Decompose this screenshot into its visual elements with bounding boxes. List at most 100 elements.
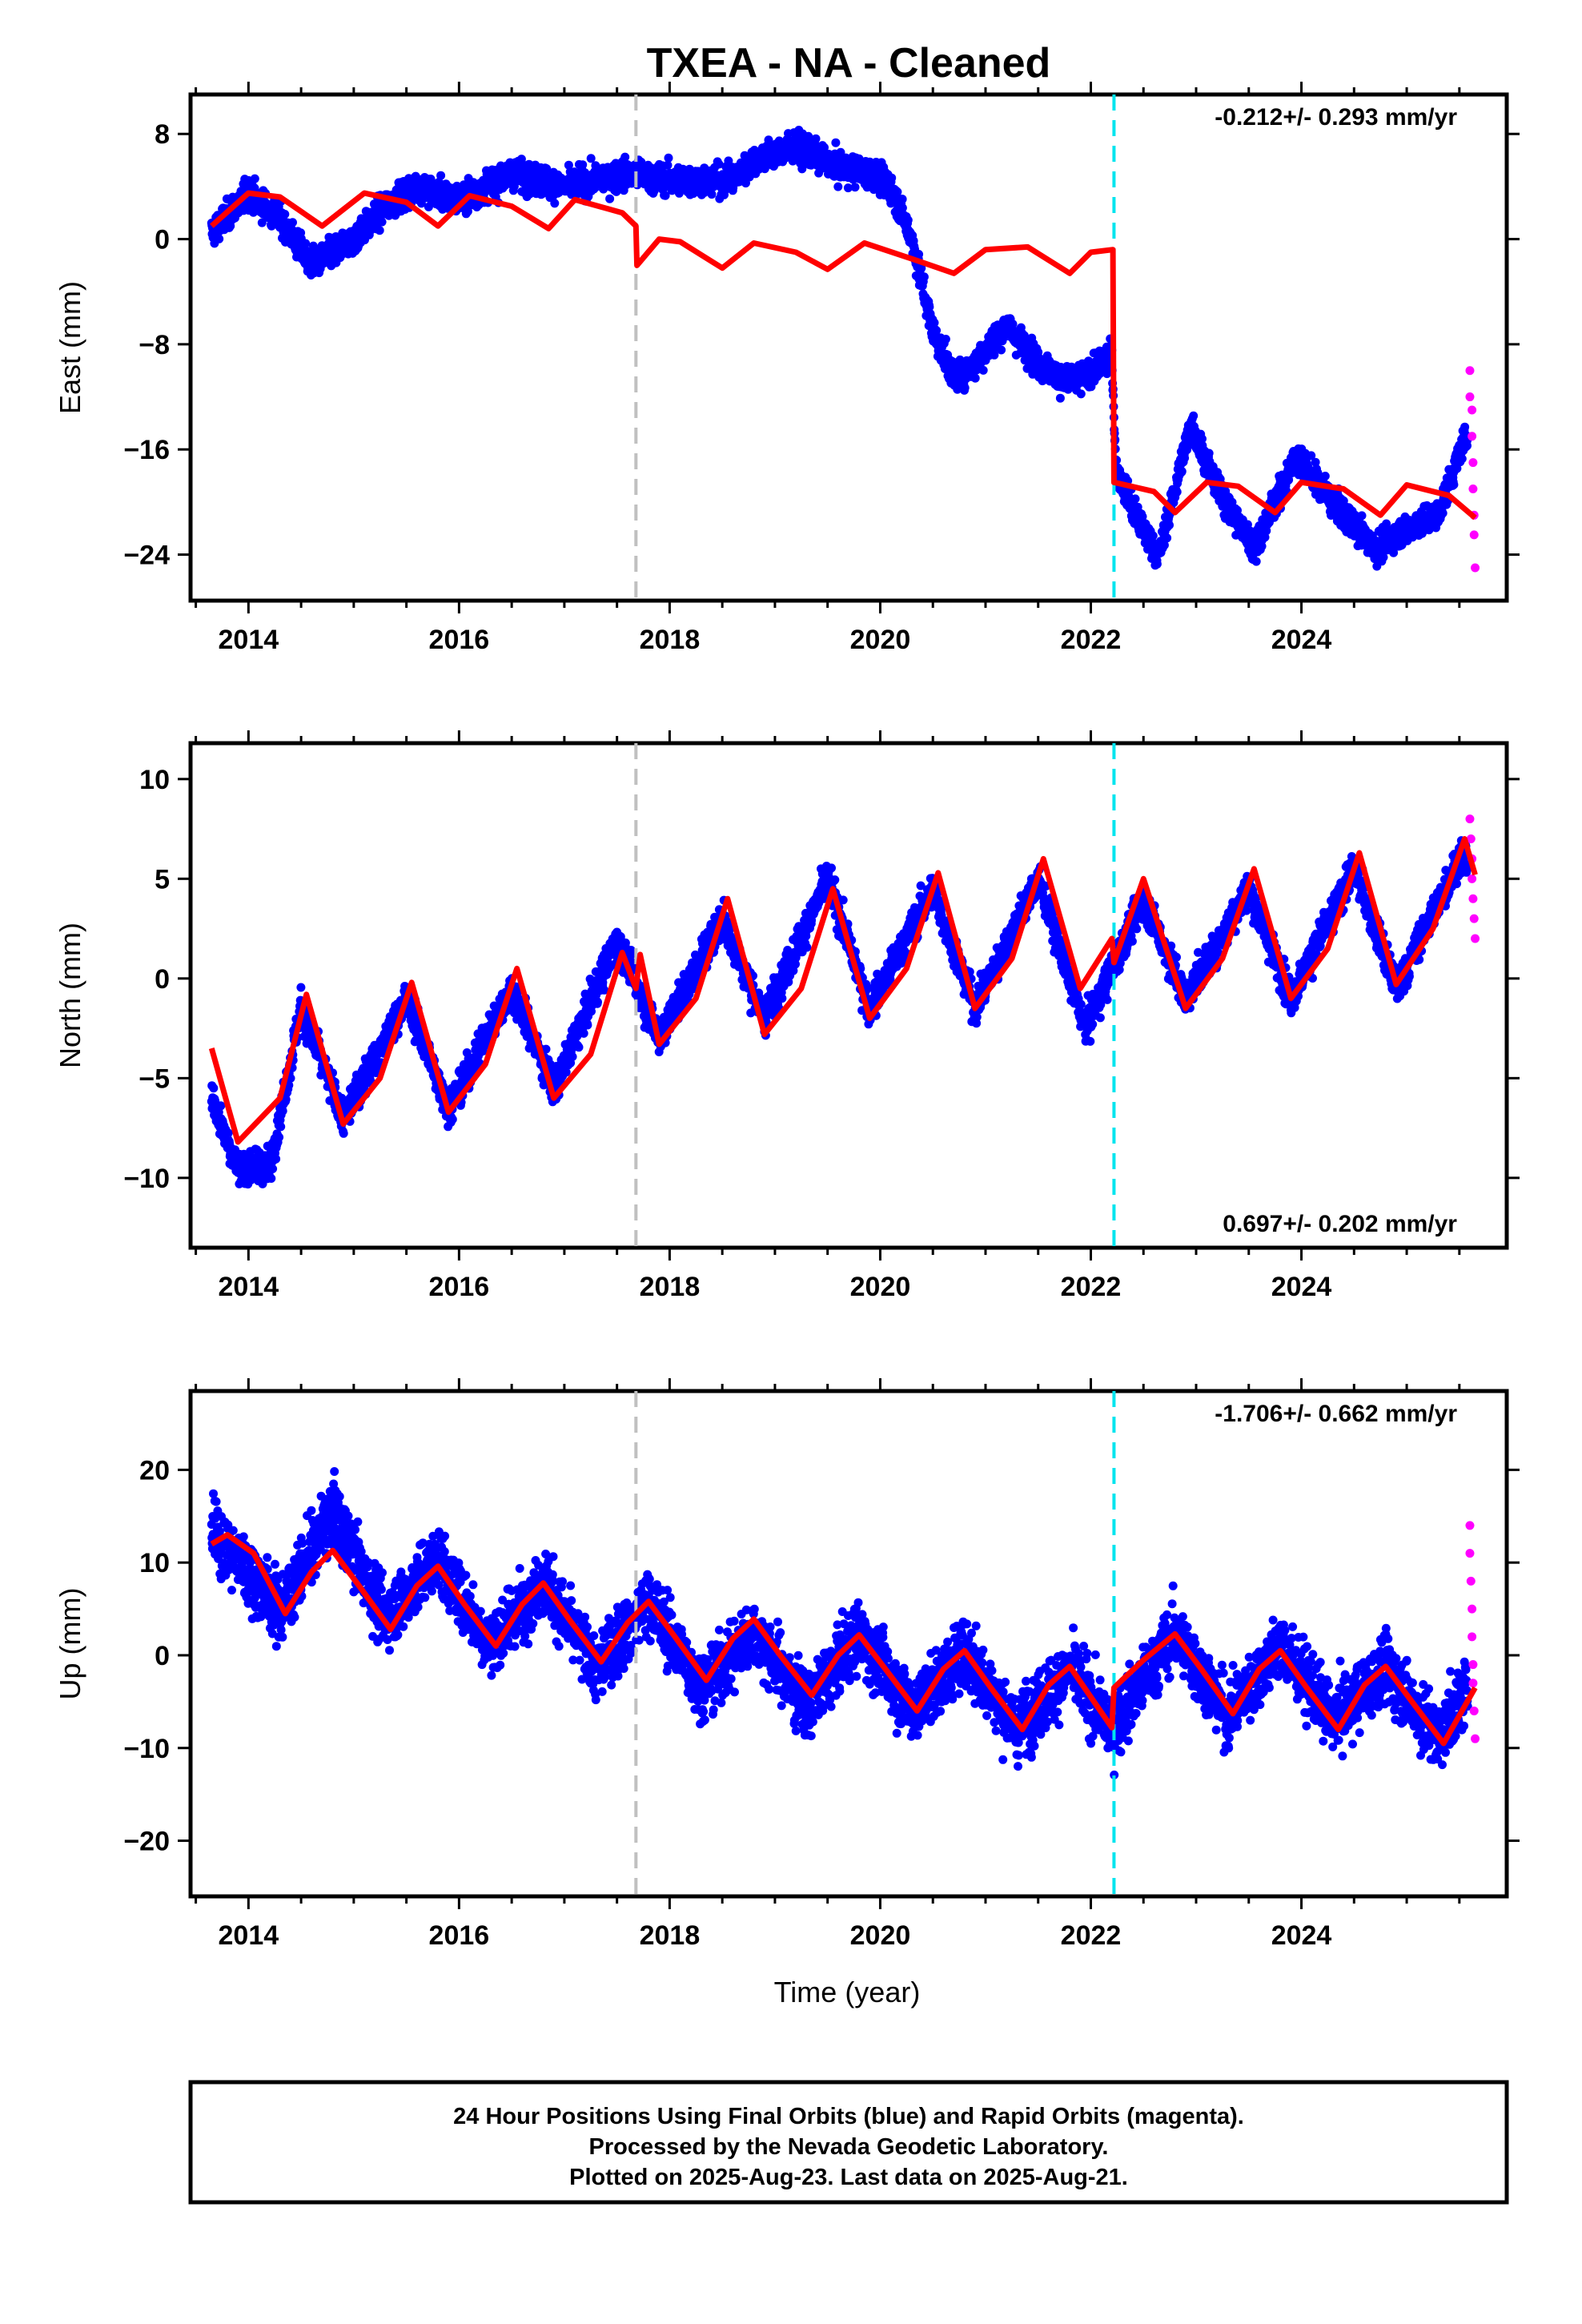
plot-frame bbox=[188, 741, 1509, 1250]
final-orbit-point bbox=[209, 1084, 219, 1093]
rapid-orbit-points bbox=[1465, 366, 1480, 573]
final-orbit-point bbox=[250, 174, 259, 183]
final-orbit-point bbox=[831, 138, 841, 147]
final-orbit-point bbox=[500, 181, 510, 190]
x-tick-label: 2022 bbox=[1061, 1272, 1122, 1302]
final-orbit-point bbox=[1162, 533, 1172, 543]
final-orbit-point bbox=[1449, 480, 1459, 489]
final-orbit-point bbox=[970, 373, 980, 383]
final-orbit-point bbox=[296, 983, 306, 992]
final-orbit-point bbox=[605, 194, 615, 203]
final-orbit-point bbox=[223, 1128, 233, 1138]
final-orbit-point bbox=[586, 154, 596, 163]
final-orbit-point bbox=[925, 302, 934, 312]
final-orbit-point bbox=[276, 1122, 286, 1132]
final-orbit-point bbox=[1130, 494, 1140, 504]
rapid-orbit-point bbox=[1468, 484, 1478, 493]
final-orbit-point bbox=[377, 217, 387, 227]
x-tick-label: 2018 bbox=[640, 1272, 701, 1302]
figure-title: TXEA - NA - Cleaned bbox=[647, 40, 1051, 86]
final-orbit-point bbox=[836, 147, 845, 157]
y-tick-label: 0 bbox=[155, 225, 170, 255]
final-orbit-point bbox=[919, 272, 929, 282]
final-orbit-point bbox=[564, 160, 573, 170]
y-tick-label: −16 bbox=[123, 435, 170, 465]
final-orbit-point bbox=[917, 263, 926, 273]
final-orbit-point bbox=[268, 1164, 278, 1173]
final-orbit-point bbox=[1177, 467, 1186, 476]
final-orbit-point bbox=[820, 143, 829, 152]
x-tick-label: 2016 bbox=[429, 1272, 490, 1302]
final-orbit-point bbox=[463, 207, 472, 216]
y-tick-label: 8 bbox=[155, 119, 170, 150]
x-tick-label: 2016 bbox=[429, 625, 490, 655]
final-orbit-point bbox=[663, 160, 673, 170]
final-orbit-point bbox=[932, 326, 942, 336]
x-tick-label: 2022 bbox=[1061, 625, 1122, 655]
final-orbit-point bbox=[1357, 511, 1367, 521]
final-orbit-point bbox=[375, 226, 384, 235]
y-tick-label: −10 bbox=[123, 1164, 170, 1194]
final-orbit-point bbox=[1180, 453, 1190, 463]
final-orbit-point bbox=[339, 1128, 348, 1138]
final-orbit-point bbox=[1457, 454, 1467, 464]
final-orbit-point bbox=[1189, 411, 1199, 420]
final-orbit-point bbox=[714, 159, 724, 169]
final-orbit-point bbox=[436, 171, 446, 180]
final-orbit-point bbox=[707, 190, 717, 199]
final-orbit-point bbox=[843, 183, 853, 193]
final-orbit-point bbox=[724, 156, 733, 166]
y-axis-label: North (mm) bbox=[54, 923, 86, 1068]
final-orbit-point bbox=[275, 1132, 284, 1142]
x-tick-label: 2018 bbox=[640, 625, 701, 655]
final-orbit-point bbox=[278, 1106, 287, 1116]
x-tick-label: 2014 bbox=[219, 625, 279, 655]
x-tick-label: 2014 bbox=[219, 1272, 279, 1302]
final-orbit-point bbox=[1198, 434, 1207, 444]
final-orbit-point bbox=[267, 1174, 276, 1183]
x-tick-label: 2020 bbox=[850, 625, 911, 655]
final-orbit-point bbox=[833, 182, 843, 191]
final-orbit-point bbox=[1463, 441, 1472, 451]
plot-area bbox=[207, 94, 1480, 601]
final-orbit-point bbox=[1320, 472, 1330, 480]
rapid-orbit-point bbox=[1468, 432, 1477, 441]
y-tick-label: −8 bbox=[139, 330, 170, 360]
rapid-orbit-point bbox=[1471, 563, 1480, 573]
final-orbit-point bbox=[1182, 445, 1191, 455]
plot-frame bbox=[188, 92, 1509, 603]
final-orbit-point bbox=[978, 365, 988, 375]
final-orbit-point bbox=[1379, 553, 1388, 562]
final-orbit-point bbox=[897, 203, 907, 213]
final-orbit-point bbox=[1389, 548, 1399, 557]
final-orbit-point bbox=[620, 152, 630, 162]
x-tick-label: 2024 bbox=[1271, 625, 1332, 655]
rapid-orbit-point bbox=[1468, 405, 1477, 415]
final-orbit-point bbox=[1460, 422, 1470, 432]
final-orbit-point bbox=[903, 215, 913, 225]
y-tick-label: 10 bbox=[139, 765, 170, 795]
final-orbit-point bbox=[893, 187, 902, 197]
final-orbit-point bbox=[1159, 541, 1169, 550]
final-orbit-point bbox=[280, 210, 290, 219]
final-orbit-point bbox=[887, 173, 897, 183]
final-orbit-point bbox=[1438, 509, 1447, 518]
final-orbit-point bbox=[301, 239, 311, 248]
final-orbit-point bbox=[1172, 487, 1182, 497]
rapid-orbit-point bbox=[1468, 458, 1478, 468]
model-fit-line bbox=[209, 190, 1477, 521]
final-orbit-point bbox=[1307, 451, 1316, 460]
final-orbit-point bbox=[1076, 389, 1086, 399]
final-orbit-point bbox=[897, 195, 907, 204]
y-tick-label: 5 bbox=[155, 864, 170, 895]
final-orbit-point bbox=[1251, 557, 1261, 566]
final-orbit-point bbox=[257, 218, 267, 227]
final-orbit-point bbox=[997, 345, 1006, 355]
final-orbit-point bbox=[649, 186, 659, 195]
final-orbit-point bbox=[542, 164, 552, 174]
final-orbit-point bbox=[271, 1154, 281, 1164]
final-orbit-point bbox=[1382, 519, 1391, 529]
x-tick-label: 2024 bbox=[1271, 1272, 1332, 1302]
